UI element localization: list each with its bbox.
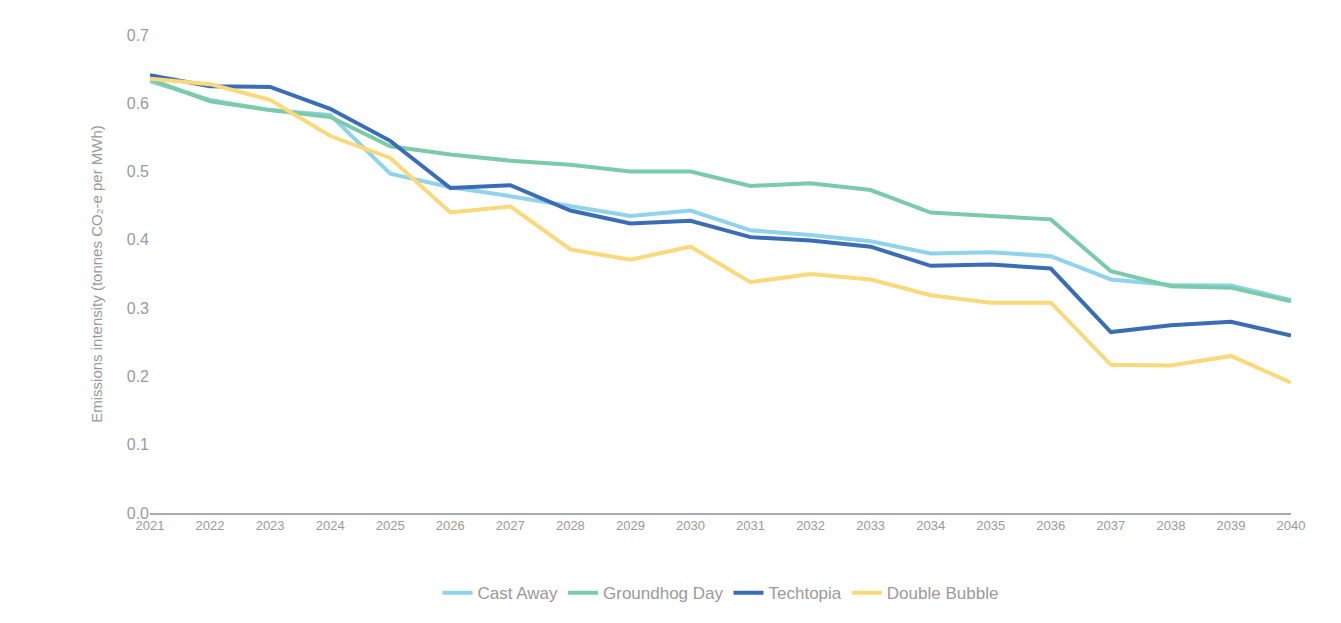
svg-text:2029: 2029: [616, 518, 645, 533]
svg-text:2023: 2023: [256, 518, 285, 533]
svg-text:2034: 2034: [916, 518, 945, 533]
svg-text:2039: 2039: [1216, 518, 1245, 533]
svg-text:2021: 2021: [136, 518, 165, 533]
svg-text:2030: 2030: [676, 518, 705, 533]
svg-text:2036: 2036: [1036, 518, 1065, 533]
svg-text:Groundhog Day: Groundhog Day: [603, 584, 724, 603]
svg-text:2033: 2033: [856, 518, 885, 533]
svg-text:0.0: 0.0: [127, 505, 149, 522]
svg-text:2037: 2037: [1096, 518, 1125, 533]
svg-text:2032: 2032: [796, 518, 825, 533]
svg-text:2027: 2027: [496, 518, 525, 533]
svg-text:2025: 2025: [376, 518, 405, 533]
svg-text:Techtopia: Techtopia: [769, 584, 842, 603]
svg-text:0.7: 0.7: [127, 27, 149, 44]
svg-text:2031: 2031: [736, 518, 765, 533]
svg-text:0.3: 0.3: [127, 300, 149, 317]
svg-text:Cast Away: Cast Away: [478, 584, 559, 603]
svg-text:2040: 2040: [1277, 518, 1306, 533]
svg-text:2026: 2026: [436, 518, 465, 533]
svg-text:2035: 2035: [976, 518, 1005, 533]
svg-text:0.6: 0.6: [127, 95, 149, 112]
svg-text:Emissions intensity (tonnes CO: Emissions intensity (tonnes CO₂-e per MW…: [88, 125, 105, 423]
svg-text:Double Bubble: Double Bubble: [887, 584, 999, 603]
svg-text:2022: 2022: [196, 518, 225, 533]
svg-text:2028: 2028: [556, 518, 585, 533]
svg-text:0.1: 0.1: [127, 436, 149, 453]
svg-text:0.5: 0.5: [127, 163, 149, 180]
svg-text:0.2: 0.2: [127, 368, 149, 385]
svg-text:2038: 2038: [1156, 518, 1185, 533]
svg-text:2024: 2024: [316, 518, 345, 533]
svg-text:0.4: 0.4: [127, 231, 149, 248]
